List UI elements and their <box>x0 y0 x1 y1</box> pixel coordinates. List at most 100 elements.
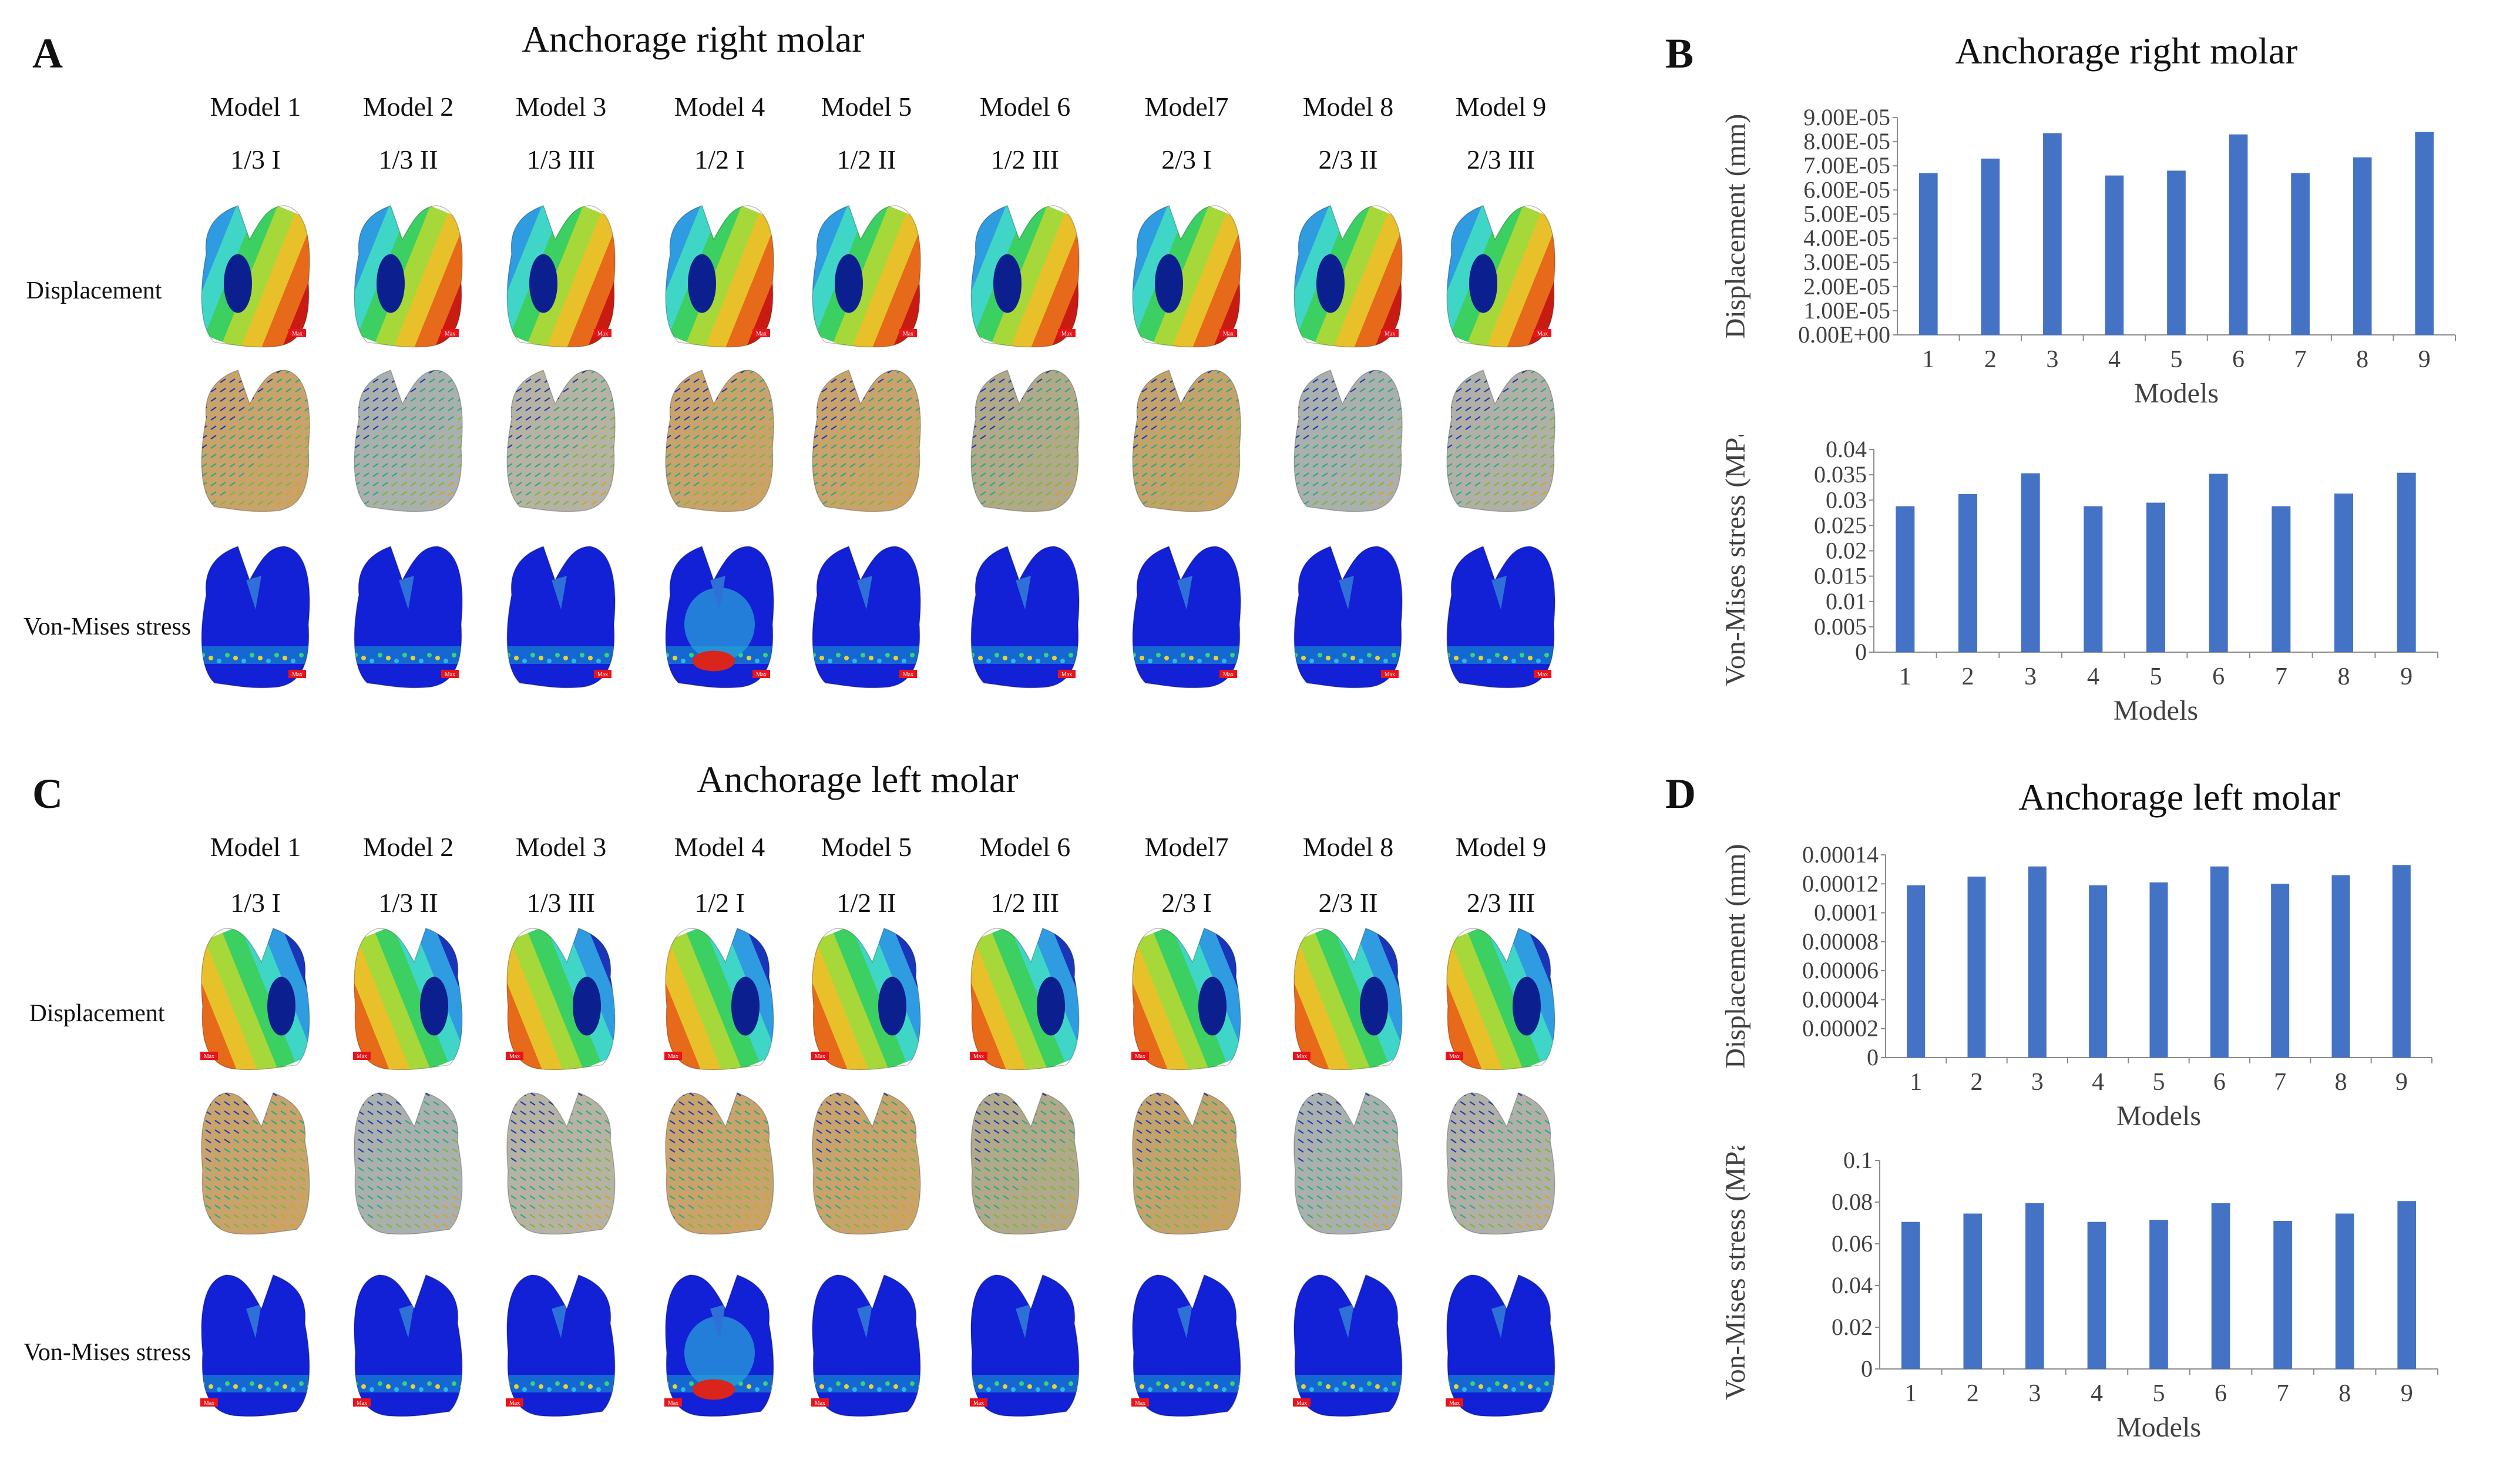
vector-arrow <box>367 1101 374 1106</box>
vector-arrow <box>363 454 369 458</box>
vector-arrow <box>1207 501 1214 505</box>
vector-arrow <box>457 435 462 439</box>
vector-arrow <box>1465 378 1471 383</box>
vector-arrow <box>267 425 273 430</box>
vector-arrow <box>1456 397 1462 402</box>
vector-arrow <box>989 397 996 402</box>
y-tick-label: 0.04 <box>1832 1272 1873 1298</box>
vector-arrow <box>1479 1139 1485 1143</box>
vector-arrow <box>1174 1167 1180 1172</box>
vector-arrow <box>1540 388 1547 392</box>
vector-arrow <box>414 1148 421 1153</box>
vector-arrow <box>604 1214 611 1219</box>
vector-arrow <box>868 482 875 486</box>
vector-arrow <box>1488 1101 1494 1106</box>
vector-arrow <box>1479 1101 1485 1106</box>
vector-arrow <box>906 463 912 468</box>
max-tag-label: Max <box>1296 1053 1307 1060</box>
vector-arrow <box>1294 1120 1295 1125</box>
vector-arrow <box>1183 1120 1190 1125</box>
vector-arrow <box>693 454 700 458</box>
vector-arrow <box>1354 1186 1360 1190</box>
vector-arrow <box>572 425 579 430</box>
vector-arrow <box>1335 1176 1342 1181</box>
vector-arrow <box>295 397 301 402</box>
vector-arrow <box>535 501 541 505</box>
vector-arrow <box>1160 388 1167 392</box>
vector-arrow <box>214 1139 221 1143</box>
y-tick-label: 0.00004 <box>1802 986 1879 1012</box>
vector-arrow <box>844 1120 851 1125</box>
vector-arrow <box>280 1195 287 1200</box>
vector-arrow <box>367 1139 374 1143</box>
vector-arrow <box>1382 1167 1389 1172</box>
vector-arrow <box>835 1120 841 1125</box>
vector-arrow <box>1192 1101 1199 1106</box>
vector-arrow <box>299 1167 305 1172</box>
vector-arrow <box>901 1176 907 1181</box>
vector-arrow <box>1221 1223 1227 1228</box>
tooth-outline <box>201 370 310 512</box>
vector-arrow <box>1012 1167 1019 1172</box>
vector-arrow <box>1027 397 1033 402</box>
vector-arrow <box>557 1223 564 1228</box>
vector-arrow <box>442 1204 449 1209</box>
vector-arrow <box>377 1214 383 1219</box>
vector-arrow <box>1017 435 1024 439</box>
vector-arrow <box>1474 482 1481 486</box>
stress-spot <box>1342 1381 1347 1386</box>
vector-arrow <box>1207 463 1214 468</box>
vector-arrow <box>1503 491 1509 496</box>
vector-arrow <box>1151 378 1157 383</box>
vector-arrow <box>1128 1102 1133 1105</box>
vonmises-model-image: Max <box>354 546 463 689</box>
vector-arrow <box>984 1120 990 1125</box>
vector-arrow <box>544 482 550 486</box>
vector-arrow <box>1512 378 1518 383</box>
vector-arrow <box>1298 1120 1304 1125</box>
vector-arrow <box>429 501 435 505</box>
vector-arrow <box>840 463 846 468</box>
vector-arrow <box>1012 1139 1019 1143</box>
vector-arrow <box>1198 388 1204 392</box>
vector-arrow <box>516 416 522 421</box>
vector-arrow <box>429 435 435 439</box>
vector-arrow <box>1174 1214 1180 1219</box>
vector-arrow <box>363 435 369 439</box>
vector-arrow <box>740 482 747 486</box>
vector-arrow <box>525 491 532 496</box>
max-tag <box>1381 670 1399 678</box>
vector-arrow <box>896 407 903 411</box>
vector-arrow <box>1469 1139 1476 1143</box>
vector-arrow <box>576 1101 583 1106</box>
vector-arrow <box>971 1110 972 1115</box>
vector-arrow <box>844 1195 851 1200</box>
vector-arrow <box>1064 388 1071 392</box>
vector-arrow <box>229 407 236 411</box>
max-tag <box>353 1398 371 1407</box>
stress-spot <box>1011 1387 1016 1392</box>
vector-arrow <box>1136 1223 1143 1228</box>
vector-arrow <box>1136 1148 1143 1153</box>
vector-arrow <box>980 397 986 402</box>
vector-arrow <box>1307 1129 1313 1134</box>
vector-arrow <box>1294 1139 1295 1143</box>
vector-arrow <box>382 407 388 411</box>
vector-arrow <box>257 482 264 486</box>
max-tag-label: Max <box>1135 1400 1145 1407</box>
vector-arrow <box>238 482 245 486</box>
vector-arrow <box>1526 1157 1532 1162</box>
vector-arrow <box>835 1176 841 1181</box>
min-region <box>1198 976 1227 1036</box>
stress-fissure <box>399 576 414 610</box>
vector-arrow <box>1036 472 1043 477</box>
max-tag <box>1131 1398 1149 1407</box>
contour-band <box>722 220 774 347</box>
vector-arrow <box>744 1186 751 1190</box>
vector-arrow <box>1465 444 1471 449</box>
vector-arrow <box>1373 1204 1379 1209</box>
stress-spot <box>1027 1384 1032 1389</box>
vector-arrow <box>248 472 254 477</box>
vector-arrow <box>1069 1204 1075 1209</box>
stress-spot <box>1470 1381 1475 1386</box>
